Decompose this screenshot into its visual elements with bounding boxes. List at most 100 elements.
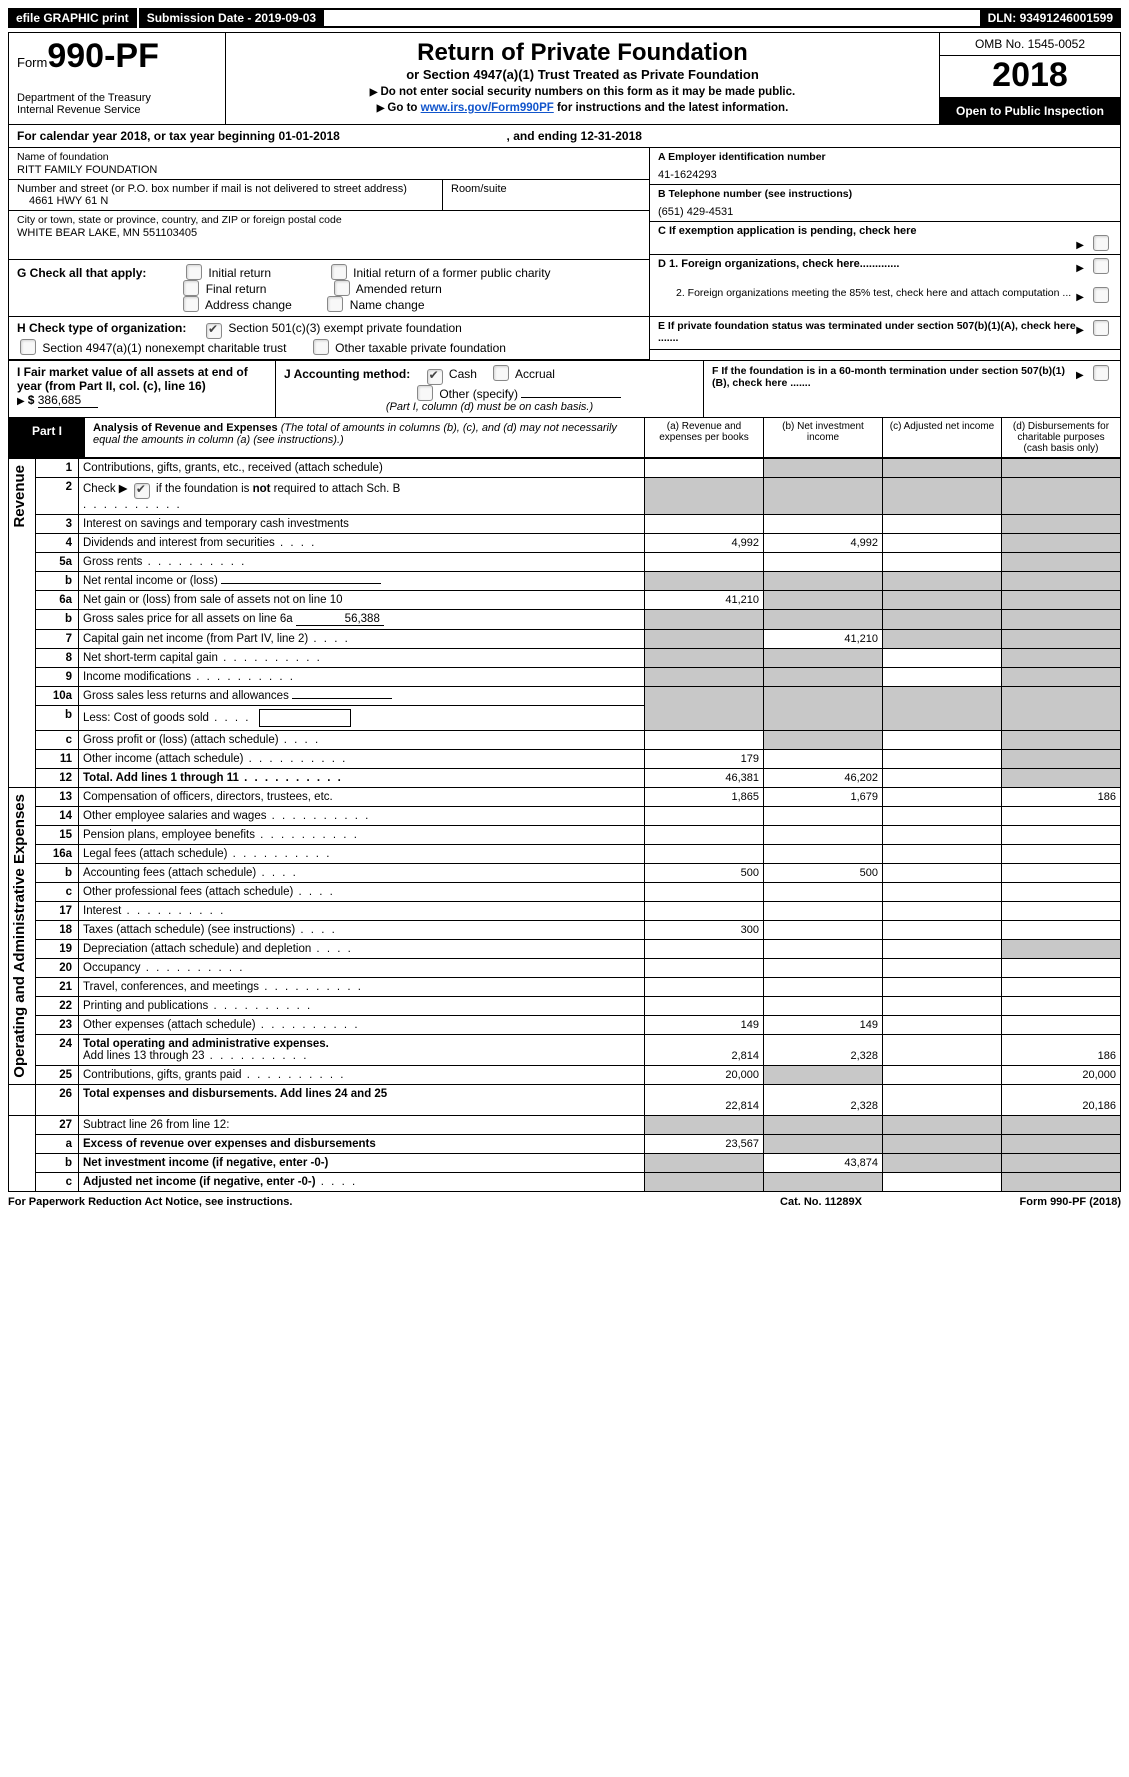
form-word: Form [17, 55, 47, 70]
tax-year: 2018 [940, 56, 1120, 98]
table-row: 19Depreciation (attach schedule) and dep… [9, 940, 1121, 959]
table-row: 21Travel, conferences, and meetings [9, 978, 1121, 997]
table-row: 26Total expenses and disbursements. Add … [9, 1085, 1121, 1116]
dept-irs: Internal Revenue Service [17, 104, 217, 116]
table-row: 8Net short-term capital gain [9, 649, 1121, 668]
d1-cell: D 1. Foreign organizations, check here..… [650, 255, 1120, 284]
table-row: 12Total. Add lines 1 through 1146,38146,… [9, 769, 1121, 788]
chk-schB[interactable] [134, 483, 150, 499]
part-desc: Analysis of Revenue and Expenses (The to… [85, 418, 644, 457]
c-cell: C If exemption application is pending, c… [650, 222, 1120, 255]
f-cell: F If the foundation is in a 60-month ter… [704, 361, 1120, 417]
irs-link[interactable]: www.irs.gov/Form990PF [421, 102, 554, 114]
omb-number: OMB No. 1545-0052 [940, 33, 1120, 56]
table-row: 20Occupancy [9, 959, 1121, 978]
h-check-block: H Check type of organization: Section 50… [9, 317, 649, 360]
table-row: 25Contributions, gifts, grants paid20,00… [9, 1066, 1121, 1085]
part-tag: Part I [9, 418, 85, 457]
table-row: 7Capital gain net income (from Part IV, … [9, 630, 1121, 649]
part-i-header: Part I Analysis of Revenue and Expenses … [8, 418, 1121, 458]
table-row: 15Pension plans, employee benefits [9, 826, 1121, 845]
table-row: 4Dividends and interest from securities4… [9, 534, 1121, 553]
chk-e[interactable] [1093, 320, 1109, 336]
table-row: cAdjusted net income (if negative, enter… [9, 1173, 1121, 1192]
table-row: bNet investment income (if negative, ent… [9, 1154, 1121, 1173]
table-row: 27Subtract line 26 from line 12: [9, 1116, 1121, 1135]
col-b-hdr: (b) Net investment income [763, 418, 882, 457]
chk-initial-former[interactable] [331, 264, 347, 280]
revenue-label: Revenue [9, 459, 30, 534]
table-row: 5aGross rents [9, 553, 1121, 572]
chk-f[interactable] [1093, 365, 1109, 381]
calendar-year-line: For calendar year 2018, or tax year begi… [8, 125, 1121, 147]
chk-other-method[interactable] [417, 385, 433, 401]
chk-4947[interactable] [20, 339, 36, 355]
table-row: 2Check ▶ if the foundation is not requir… [9, 478, 1121, 515]
chk-amended[interactable] [334, 280, 350, 296]
dln: DLN: 93491246001599 [980, 8, 1121, 28]
efile-tag: efile GRAPHIC print [8, 8, 139, 28]
submission-date: Submission Date - 2019-09-03 [139, 8, 324, 28]
form-title: Return of Private Foundation [234, 39, 931, 67]
table-row: 6aNet gain or (loss) from sale of assets… [9, 591, 1121, 610]
chk-other-taxable[interactable] [313, 339, 329, 355]
form-header: Form990-PF Department of the Treasury In… [8, 32, 1121, 125]
table-row: cGross profit or (loss) (attach schedule… [9, 731, 1121, 750]
foundation-name-cell: Name of foundation RITT FAMILY FOUNDATIO… [9, 148, 649, 180]
chk-c[interactable] [1093, 235, 1109, 251]
chk-final-return[interactable] [183, 280, 199, 296]
col-c-hdr: (c) Adjusted net income [882, 418, 1001, 457]
form-subtitle: or Section 4947(a)(1) Trust Treated as P… [234, 67, 931, 82]
chk-d2[interactable] [1093, 287, 1109, 303]
g-check-block: G Check all that apply: Initial return I… [9, 260, 649, 317]
identity-block: Name of foundation RITT FAMILY FOUNDATIO… [8, 147, 1121, 361]
table-row: Operating and Administrative Expenses 13… [9, 788, 1121, 807]
form-number: 990-PF [47, 37, 159, 75]
chk-501c3[interactable] [206, 323, 222, 339]
table-row: bAccounting fees (attach schedule)500500 [9, 864, 1121, 883]
page-footer: For Paperwork Reduction Act Notice, see … [8, 1192, 1121, 1212]
table-row: 9Income modifications [9, 668, 1121, 687]
table-row: aExcess of revenue over expenses and dis… [9, 1135, 1121, 1154]
table-row: Revenue 1Contributions, gifts, grants, e… [9, 459, 1121, 478]
j-accounting: J Accounting method: Cash Accrual Other … [276, 361, 704, 417]
table-row: 3Interest on savings and temporary cash … [9, 515, 1121, 534]
chk-name-change[interactable] [327, 296, 343, 312]
table-row: 22Printing and publications [9, 997, 1121, 1016]
table-row: bNet rental income or (loss) [9, 572, 1121, 591]
open-to-public: Open to Public Inspection [940, 98, 1120, 124]
chk-d1[interactable] [1093, 258, 1109, 274]
i-fmv: I Fair market value of all assets at end… [9, 361, 276, 417]
paperwork-notice: For Paperwork Reduction Act Notice, see … [8, 1196, 721, 1208]
d2-cell: 2. Foreign organizations meeting the 85%… [650, 284, 1120, 317]
part-i-table: Revenue 1Contributions, gifts, grants, e… [8, 458, 1121, 1192]
form-ref: Form 990-PF (2018) [921, 1196, 1121, 1208]
e-cell: E If private foundation status was termi… [650, 317, 1120, 350]
city-cell: City or town, state or province, country… [9, 211, 649, 260]
goto-note: Go to www.irs.gov/Form990PF for instruct… [234, 102, 931, 114]
table-row: 24Total operating and administrative exp… [9, 1035, 1121, 1066]
chk-accrual[interactable] [493, 365, 509, 381]
address-cell: Number and street (or P.O. box number if… [9, 180, 442, 211]
chk-initial-return[interactable] [186, 264, 202, 280]
chk-address-change[interactable] [183, 296, 199, 312]
room-cell: Room/suite [442, 180, 649, 211]
table-row: 16aLegal fees (attach schedule) [9, 845, 1121, 864]
col-d-hdr: (d) Disbursements for charitable purpose… [1001, 418, 1120, 457]
ein-cell: A Employer identification number 41-1624… [650, 148, 1120, 185]
table-row: bGross sales price for all assets on lin… [9, 610, 1121, 630]
table-row: 14Other employee salaries and wages [9, 807, 1121, 826]
chk-cash[interactable] [427, 369, 443, 385]
topbar-spacer [324, 8, 979, 28]
table-row: 17Interest [9, 902, 1121, 921]
expenses-label: Operating and Administrative Expenses [9, 788, 30, 1084]
table-row: 18Taxes (attach schedule) (see instructi… [9, 921, 1121, 940]
ijf-block: I Fair market value of all assets at end… [8, 361, 1121, 418]
dept-treasury: Department of the Treasury [17, 92, 217, 104]
table-row: 11Other income (attach schedule)179 [9, 750, 1121, 769]
phone-cell: B Telephone number (see instructions) (6… [650, 185, 1120, 222]
table-row: 23Other expenses (attach schedule)149149 [9, 1016, 1121, 1035]
table-row: 10aGross sales less returns and allowanc… [9, 687, 1121, 706]
cat-no: Cat. No. 11289X [721, 1196, 921, 1208]
ssn-note: Do not enter social security numbers on … [234, 86, 931, 98]
